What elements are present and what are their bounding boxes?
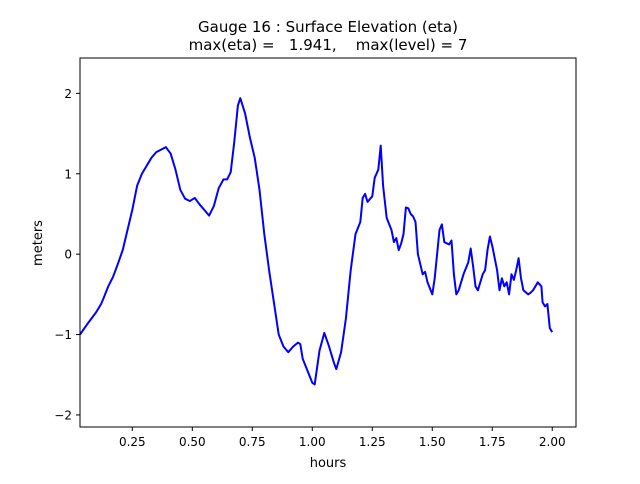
x-tick-label: 1.75 — [479, 435, 506, 449]
x-axis: 0.25 0.50 0.75 1.00 1.25 1.50 1.75 2.00 — [119, 427, 566, 449]
chart-title: Gauge 16 : Surface Elevation (eta) — [198, 18, 458, 36]
y-tick-label: 2 — [64, 87, 72, 101]
y-tick-label: 1 — [64, 167, 72, 181]
series-line-eta — [79, 97, 554, 386]
chart-subtitle: max(eta) = 1.941, max(level) = 7 — [189, 36, 468, 54]
x-tick-label: 0.25 — [119, 435, 146, 449]
plot-area — [79, 97, 554, 386]
y-axis: −2 −1 0 1 2 — [54, 87, 80, 422]
x-axis-label: hours — [310, 456, 347, 471]
x-tick-label: 2.00 — [539, 435, 566, 449]
y-tick-label: −1 — [54, 328, 72, 342]
y-axis-label: meters — [31, 220, 46, 266]
y-tick-label: −2 — [54, 408, 72, 422]
axes-frame — [79, 57, 577, 428]
x-tick-label: 0.50 — [179, 435, 206, 449]
x-tick-label: 1.00 — [299, 435, 326, 449]
x-tick-label: 1.50 — [419, 435, 446, 449]
x-tick-label: 1.25 — [359, 435, 386, 449]
x-tick-label: 0.75 — [239, 435, 266, 449]
y-tick-label: 0 — [64, 248, 72, 262]
